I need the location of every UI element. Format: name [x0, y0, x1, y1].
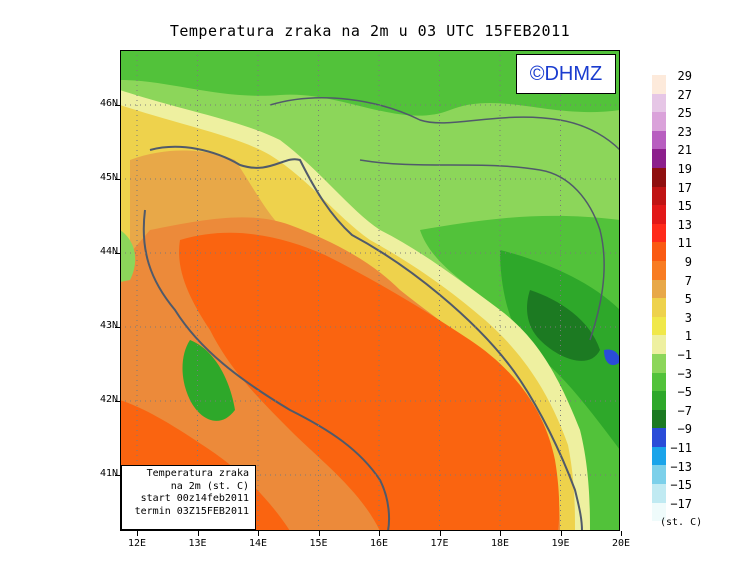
lon-tick [197, 531, 199, 536]
lon-tick [621, 531, 622, 536]
legend-label: −5 [677, 385, 692, 400]
legend-label: 17 [677, 180, 692, 195]
zone-darkgreen-east [527, 290, 600, 361]
lon-label: 20E [611, 538, 631, 549]
legend-swatch [652, 465, 666, 485]
legend-swatch [652, 186, 666, 206]
legend-label: 7 [684, 273, 692, 288]
legend-swatch [652, 446, 666, 466]
legend-swatch [652, 279, 666, 299]
lon-tick [258, 531, 259, 536]
lon-tick [560, 531, 562, 536]
lat-tick [115, 401, 120, 402]
legend-label: −17 [670, 496, 692, 511]
lon-tick [500, 531, 501, 536]
legend-label: 11 [677, 236, 692, 251]
legend-label: 25 [677, 106, 692, 121]
lat-label: 43N [99, 320, 118, 331]
color-legend [652, 75, 666, 522]
legend-units: (st. C) [660, 517, 703, 528]
legend-label: 3 [684, 310, 692, 325]
info-line-1: Temperatura zraka [146, 468, 249, 479]
lat-label: 45N [99, 172, 118, 183]
lat-tick [115, 179, 120, 180]
legend-swatch [652, 316, 666, 336]
lat-tick [115, 475, 120, 476]
legend-label: −11 [670, 441, 692, 455]
legend-swatch [652, 149, 666, 168]
map-title: Temperatura zraka na 2m u 03 UTC 15FEB20… [169, 22, 571, 40]
lat-label: 44N [99, 246, 118, 257]
lon-label: 18E [490, 538, 510, 549]
legend-label: 27 [677, 87, 692, 102]
legend-label: 9 [684, 255, 692, 269]
legend-swatch [652, 93, 666, 113]
legend-label: −13 [670, 459, 692, 474]
legend-label: −15 [670, 478, 692, 493]
legend-label: 29 [677, 69, 692, 83]
zone-warm-sea [179, 232, 560, 531]
legend-swatch [652, 130, 666, 150]
info-box: Temperatura zraka na 2m (st. C) start 00… [121, 465, 256, 530]
legend-swatch [652, 409, 666, 429]
lat-label: 42N [99, 394, 118, 405]
info-line-4: termin 03Z15FEB2011 [134, 505, 249, 517]
lon-label: 16E [369, 538, 389, 549]
lon-label: 14E [248, 538, 268, 549]
legend-label: 19 [677, 162, 692, 176]
legend-label: 21 [677, 143, 692, 158]
lat-label: 46N [99, 98, 118, 109]
legend-swatch [652, 260, 666, 280]
legend-swatch [652, 112, 666, 131]
legend-label: 5 [684, 292, 692, 307]
legend-label: −9 [677, 422, 692, 437]
lat-tick [115, 253, 120, 254]
temperature-field [120, 50, 620, 531]
legend-label: −1 [677, 348, 692, 362]
legend-swatch [652, 335, 666, 354]
legend-label: 23 [677, 124, 692, 139]
legend-swatch [652, 391, 666, 410]
legend-swatch [652, 167, 666, 187]
lat-label: 41N [99, 468, 118, 479]
legend-swatch [652, 484, 666, 503]
legend-swatch [652, 353, 666, 373]
lat-tick [115, 105, 120, 106]
info-line-3: start 00z14feb2011 [140, 493, 249, 504]
zone-blue-east [604, 349, 620, 366]
legend-label: 15 [677, 199, 692, 214]
coastline-adriatic [149, 145, 583, 531]
legend-swatch [652, 298, 666, 317]
legend-label: 13 [677, 217, 692, 232]
legend-label: 1 [684, 329, 692, 344]
zone-green-north [120, 50, 620, 116]
legend-label: −3 [677, 366, 692, 381]
coastline-italy [142, 209, 390, 531]
legend-swatch [652, 75, 666, 94]
lon-tick [379, 531, 380, 536]
dhmz-logo: ©DHMZ [516, 54, 616, 94]
info-line-2: na 2m (st. C) [170, 480, 249, 492]
lon-label: 13E [188, 538, 207, 549]
temperature-map [120, 50, 620, 531]
legend-swatch [652, 372, 666, 392]
lon-label: 12E [127, 538, 147, 549]
legend-swatch [652, 205, 666, 224]
zone-italy-lightgreen [120, 230, 136, 282]
lon-tick [137, 531, 138, 536]
legend-label: −7 [677, 403, 692, 418]
legend-swatch [652, 242, 666, 261]
lon-label: 19E [551, 538, 570, 549]
lat-tick [115, 327, 120, 328]
lon-label: 15E [309, 538, 328, 549]
lon-tick [439, 531, 441, 536]
legend-swatch [652, 223, 666, 243]
legend-swatch [652, 502, 666, 522]
border-inland [269, 97, 620, 341]
lon-tick [318, 531, 320, 536]
legend-swatch [652, 428, 666, 447]
lon-label: 17E [430, 538, 449, 549]
